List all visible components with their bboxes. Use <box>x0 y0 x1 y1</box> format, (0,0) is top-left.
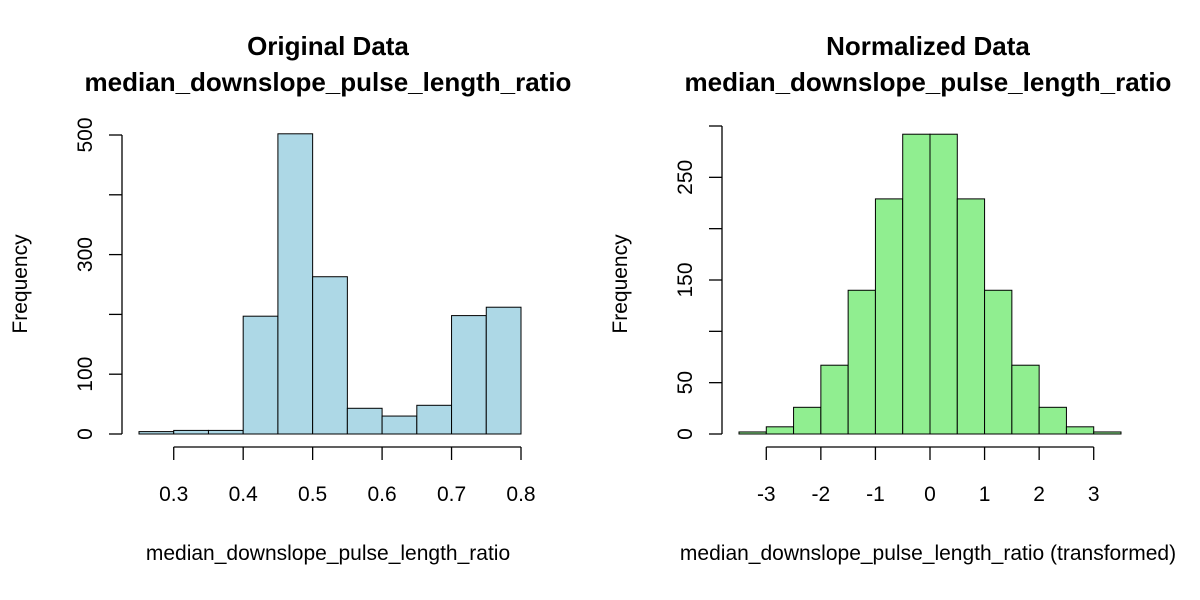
y-tick-label: 50 <box>674 371 697 394</box>
y-tick-label: 100 <box>74 357 97 392</box>
histogram-bar <box>956 198 986 435</box>
histogram-bar <box>207 429 244 435</box>
histogram-bar <box>902 133 931 435</box>
histogram-bar <box>242 315 279 435</box>
x-tick-label: -3 <box>757 483 776 506</box>
x-axis: 0.3 0.4 0.5 0.6 0.7 0.8 <box>159 446 536 506</box>
original-data-panel: Original Data median_downslope_pulse_len… <box>9 31 571 565</box>
chart-title: Original Data <box>247 31 409 61</box>
x-tick-label: 2 <box>1033 483 1045 506</box>
histogram-bar <box>874 198 904 435</box>
y-axis-label: Frequency <box>609 234 632 334</box>
x-tick-label: 0.5 <box>298 483 327 506</box>
histogram-bar <box>416 404 453 435</box>
histogram-bar <box>138 431 175 435</box>
y-axis: 0 50 150 250 <box>674 125 723 440</box>
x-tick-label: 0.8 <box>506 483 535 506</box>
histogram-bar <box>984 289 1013 435</box>
y-tick-label: 150 <box>674 262 697 297</box>
x-tick-label: 0.3 <box>159 483 188 506</box>
histogram-bar <box>346 407 383 435</box>
y-tick-label: 250 <box>674 160 697 195</box>
histogram-bar <box>793 406 822 435</box>
y-tick-label: 500 <box>74 117 97 152</box>
x-tick-label: 0 <box>924 483 936 506</box>
x-axis-label: median_downslope_pulse_length_ratio (tra… <box>680 542 1176 565</box>
x-tick-label: -1 <box>866 483 885 506</box>
chart-title: Normalized Data <box>826 31 1030 61</box>
histogram-bar <box>381 415 418 435</box>
histogram-bar <box>173 429 209 435</box>
x-tick-label: 1 <box>979 483 991 506</box>
x-tick-label: -2 <box>812 483 831 506</box>
histogram-bar <box>847 289 876 435</box>
histogram-bar <box>765 426 795 435</box>
histogram-bar <box>1011 364 1040 435</box>
histogram-bars <box>738 133 1122 435</box>
x-tick-label: 0.7 <box>437 483 466 506</box>
histogram-bar <box>1038 406 1067 435</box>
y-tick-label: 300 <box>74 237 97 272</box>
y-axis: 0 100 300 500 <box>74 117 123 440</box>
x-axis: -3 -2 -1 0 1 2 3 <box>757 446 1100 506</box>
histogram-bar <box>929 133 958 435</box>
histogram-bar <box>1093 431 1122 435</box>
histogram-bar <box>277 133 314 435</box>
histogram-bar <box>820 364 849 435</box>
histogram-bar <box>312 276 348 435</box>
histogram-bar <box>451 315 487 435</box>
y-tick-label: 0 <box>674 428 697 440</box>
histogram-bar <box>738 431 767 435</box>
histogram-bar <box>485 306 522 435</box>
x-tick-label: 0.6 <box>367 483 396 506</box>
y-axis-label: Frequency <box>9 234 32 334</box>
x-tick-label: 3 <box>1088 483 1100 506</box>
x-tick-label: 0.4 <box>229 483 259 506</box>
y-tick-label: 0 <box>74 428 97 440</box>
chart-subtitle: median_downslope_pulse_length_ratio <box>85 67 572 97</box>
normalized-data-panel: Normalized Data median_downslope_pulse_l… <box>609 31 1176 565</box>
x-axis-label: median_downslope_pulse_length_ratio <box>146 542 510 565</box>
histogram-bar <box>1065 426 1095 435</box>
chart-subtitle: median_downslope_pulse_length_ratio <box>685 67 1172 97</box>
histogram-bars <box>138 133 522 435</box>
